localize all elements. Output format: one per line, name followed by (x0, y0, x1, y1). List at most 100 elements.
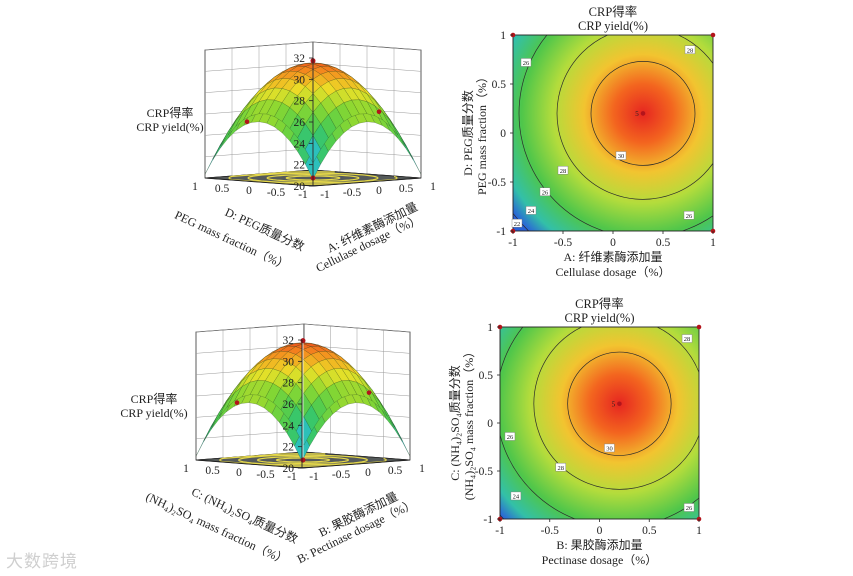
y-axis-title-cn: D: PEG质量分数 (460, 90, 475, 176)
x-tick-label: -0.5 (256, 469, 274, 481)
y-axis-title-cn: C: (NH₄)₂SO₄质量分数 (447, 365, 462, 481)
x-axis-title-en: Pectinase dosage（%） (542, 553, 658, 567)
contour-label: 22 (514, 221, 521, 228)
z-axis-title-en: CRP yield(%) (136, 120, 203, 134)
center-point (617, 401, 622, 407)
contour-label: 30 (606, 446, 613, 453)
contour-label-box (604, 443, 615, 453)
z-tick-label: 32 (283, 335, 295, 347)
contour-label-box (683, 503, 695, 512)
x-axis-title-cn: A: 纤维素酶添加量 (563, 249, 662, 264)
design-point (710, 32, 716, 38)
center-label: 5 (612, 400, 616, 408)
surface-facet (296, 416, 312, 446)
chart-title-cn: CRP得率 (575, 296, 624, 311)
x-axis-title-en: Cellulase dosage（%） (556, 265, 671, 279)
y-tick-label: 0 (487, 418, 493, 430)
x-tick-label: 0.5 (205, 465, 220, 477)
y-axis-title-en: PEG mass fraction（%） (475, 71, 489, 195)
floor-contour-ring (247, 172, 379, 184)
contour-label: 26 (686, 213, 693, 220)
chart-title-en: CRP yield(%) (578, 19, 648, 33)
y-tick-label: -1 (483, 514, 493, 526)
design-point (234, 400, 240, 405)
heatmap-field (513, 35, 713, 231)
x-tick-label: 0 (246, 185, 252, 197)
z-tick-label: 22 (294, 160, 306, 172)
x-tick-label: -0.5 (541, 525, 559, 537)
floor-contour-ring (266, 174, 360, 182)
contour-label: 26 (542, 189, 549, 196)
y-tick-label: -1 (496, 226, 506, 238)
y-tick-label: 0.5 (388, 465, 403, 477)
x-tick-label: 0 (597, 525, 603, 537)
contour-label-box (684, 45, 696, 54)
contour-lines (500, 327, 699, 519)
y-tick-label: 0.5 (492, 79, 507, 91)
center-point (640, 111, 646, 116)
z-tick-label: 20 (294, 181, 306, 193)
contour-label-box (539, 187, 551, 197)
z-tick-label: 20 (283, 463, 295, 475)
x-axis-title-cn: B: 果胶酶添加量 (556, 537, 642, 552)
z-tick-label: 28 (283, 378, 295, 390)
contour-label-box (511, 218, 523, 228)
design-point (300, 457, 306, 463)
contour-label: 26 (523, 60, 530, 67)
x-tick-label: 1 (696, 525, 702, 537)
design-point (376, 109, 382, 115)
y-tick-label: 0.5 (399, 183, 414, 195)
x-tick-label: -1 (508, 237, 518, 249)
floor-contour-ring (256, 456, 350, 464)
y-tick-label: 0.5 (479, 370, 494, 382)
z-tick-label: 24 (283, 420, 295, 432)
contour-label-box (525, 206, 537, 215)
contour-line (533, 327, 699, 490)
floor-contour-ring (237, 454, 369, 466)
y-tick-label: -0.5 (488, 177, 506, 189)
y-tick-label: -0.5 (332, 469, 350, 481)
x-tick-label: -1 (298, 189, 308, 201)
chart-title-en: CRP yield(%) (564, 311, 634, 325)
x-tick-label: 1 (710, 237, 716, 249)
contour-label: 24 (513, 494, 520, 501)
floor-edge (301, 459, 411, 469)
contour-label-box (615, 151, 627, 160)
floor-contour-ring (285, 175, 341, 181)
contour-label-box (683, 211, 695, 220)
x-tick-label: -0.5 (554, 237, 572, 249)
x-tick-label: 0 (236, 467, 242, 479)
floor-edge (195, 459, 303, 469)
chart-title-cn: CRP得率 (589, 4, 638, 19)
y-axis-title-en: (NH₄)₂SO₄ mass fraction（%） (462, 346, 476, 501)
y-tick-label: 1 (419, 463, 425, 475)
contour-label-box (681, 334, 693, 343)
z-tick-label: 24 (294, 138, 306, 150)
z-tick-label: 22 (283, 442, 295, 454)
x-tick-label: 1 (183, 463, 189, 475)
z-tick-label: 32 (294, 53, 306, 65)
contour-label: 28 (557, 465, 564, 472)
y-tick-label: 1 (500, 30, 506, 42)
y-tick-label: -0.5 (475, 466, 493, 478)
contour-line (518, 35, 713, 231)
y-tick-label: 1 (430, 181, 436, 193)
z-axis-title-en: CRP yield(%) (120, 406, 187, 420)
floor-contour-ring (275, 457, 331, 463)
contour-label-box (510, 491, 522, 501)
contour-line (567, 351, 672, 456)
x-tick-label: 1 (192, 181, 198, 193)
z-axis-title-cn: CRP得率 (147, 105, 194, 120)
design-point (696, 324, 702, 330)
center-label: 5 (635, 110, 639, 118)
y-tick-label: -1 (320, 189, 330, 201)
design-point (244, 119, 250, 125)
contour-label-box (555, 462, 566, 472)
design-point (366, 390, 372, 395)
y-tick-label: 1 (487, 322, 493, 334)
contour-label-box (520, 58, 532, 67)
z-axis-title-cn: CRP得率 (131, 391, 178, 406)
contour-label: 30 (618, 153, 625, 160)
